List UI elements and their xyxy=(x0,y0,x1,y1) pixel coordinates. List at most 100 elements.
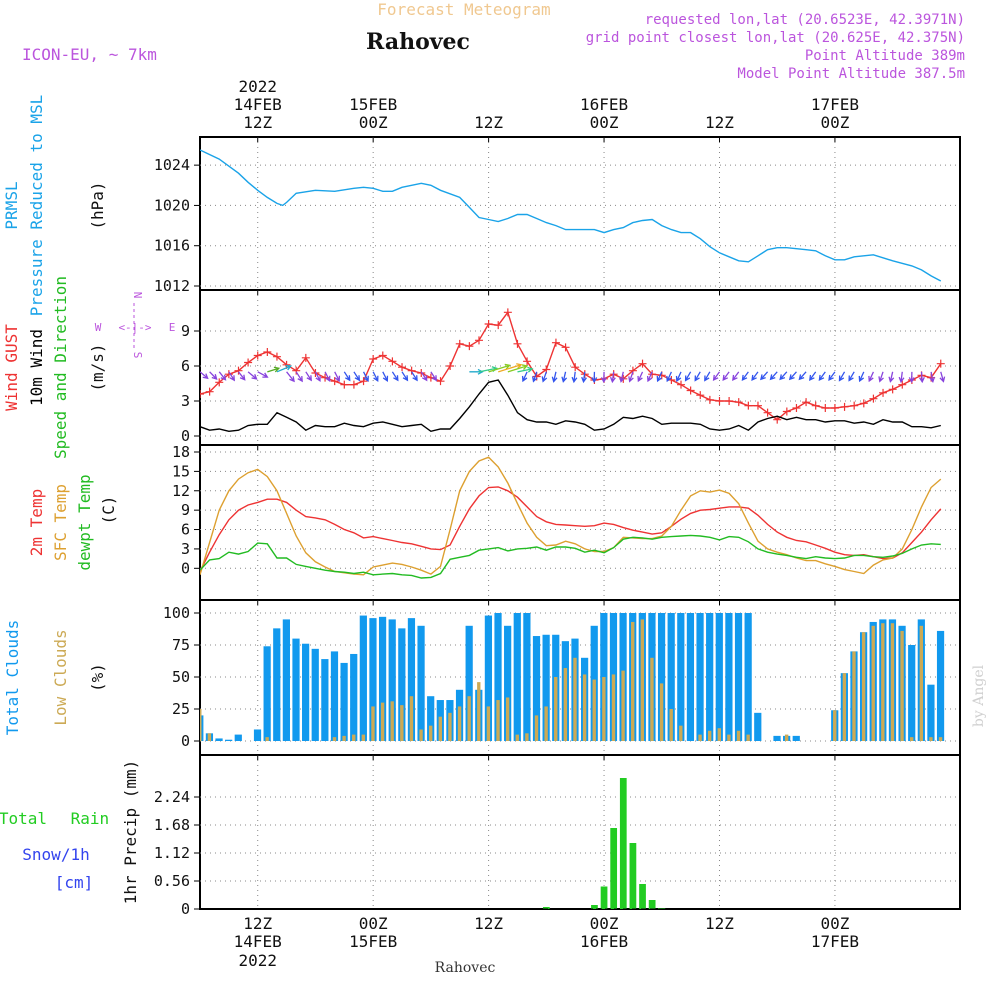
low-cloud-bar xyxy=(352,734,356,741)
total-cloud-bar xyxy=(311,648,319,741)
plot-area xyxy=(200,308,946,433)
y-tick-label: 18 xyxy=(172,443,190,461)
panel-5: 0 0.56 1.12 1.68 2.24 1hr Precip (mm) Total Ra… xyxy=(0,754,961,918)
y-tick-label: 0 xyxy=(181,427,190,445)
low-cloud-bar xyxy=(448,712,452,741)
total-cloud-bar xyxy=(321,659,329,741)
bottom-tick-hour: 00Z xyxy=(359,914,388,933)
wind-arrow xyxy=(656,371,663,383)
gust-marker xyxy=(763,408,772,417)
wind-arrow xyxy=(788,371,797,381)
gust-marker xyxy=(840,402,849,411)
wind-arrow xyxy=(939,371,946,383)
gust-marker xyxy=(821,404,830,412)
low-cloud-bar xyxy=(380,702,385,741)
total-cloud-bar xyxy=(273,628,281,741)
low-cloud-bar xyxy=(650,657,654,741)
gust-marker xyxy=(359,377,368,386)
total-cloud-bar xyxy=(513,613,521,741)
compass-w-label: W xyxy=(95,321,102,334)
wind-arrow xyxy=(609,371,616,384)
total-cloud-bar xyxy=(686,613,695,741)
gust-marker xyxy=(200,390,204,398)
total-cloud-bar xyxy=(369,618,377,741)
low-cloud-bar xyxy=(582,674,587,741)
wind-arrow xyxy=(228,371,235,382)
rain-bar xyxy=(629,843,637,909)
total-cloud-bar xyxy=(494,613,502,741)
rain-bar xyxy=(600,886,608,909)
panel-unit-label: (hPa) xyxy=(88,181,107,229)
wind-arrow xyxy=(675,371,682,383)
wind-arrow xyxy=(295,371,303,383)
gust-marker xyxy=(503,308,512,317)
low-cloud-bar xyxy=(467,696,471,741)
wind-arrow xyxy=(929,371,936,384)
panel-label: Pressure Reduced to MSL xyxy=(27,95,46,317)
panel-label: 2m Temp xyxy=(27,489,46,556)
low-cloud-bar xyxy=(621,670,625,741)
total-cloud-bar xyxy=(734,613,743,741)
wind-arrow xyxy=(838,371,846,382)
low-cloud-bar xyxy=(929,737,933,741)
wind-arrow xyxy=(420,371,428,382)
total-cloud-bar xyxy=(484,615,493,741)
total-cloud-bar xyxy=(725,613,733,741)
gust-marker xyxy=(513,339,522,348)
wind-arrow xyxy=(581,371,587,384)
point-altitude: Point Altitude 389m xyxy=(805,48,965,64)
panel-label: Low Clouds xyxy=(51,629,70,725)
wind-arrow xyxy=(600,371,607,384)
gust-marker xyxy=(898,380,907,389)
top-tick-date: 14FEB xyxy=(234,95,282,114)
wind-arrow xyxy=(531,371,538,383)
y-tick-label: 1024 xyxy=(154,156,190,174)
bottom-tick-hour: 00Z xyxy=(590,914,619,933)
y-tick-label: 1012 xyxy=(154,277,190,295)
total-cloud-bar xyxy=(359,615,367,741)
compass-arrow-label: <-|-> xyxy=(118,321,151,334)
low-cloud-bar xyxy=(390,701,394,741)
gust-marker xyxy=(215,378,224,387)
wind-arrow xyxy=(684,371,692,382)
wind-arrow xyxy=(498,363,523,373)
total-cloud-bar xyxy=(398,628,406,741)
gust-marker xyxy=(349,380,358,389)
gust-marker xyxy=(551,338,560,347)
total-cloud-bar xyxy=(292,638,300,741)
total-cloud-bar xyxy=(417,625,425,741)
wind-arrow xyxy=(848,371,855,382)
wind-arrow xyxy=(334,371,341,382)
panel-label: dewpt Temp xyxy=(75,474,94,570)
low-cloud-bar xyxy=(938,737,943,741)
wind-arrow xyxy=(314,371,321,382)
low-cloud-bar xyxy=(890,623,895,741)
wind-arrow xyxy=(722,371,730,382)
y-tick-label: 100 xyxy=(163,604,190,622)
low-cloud-bar xyxy=(900,630,904,741)
low-cloud-bar xyxy=(784,734,789,741)
total-cloud-bar xyxy=(754,712,762,741)
gust-marker xyxy=(205,387,214,396)
wind-arrow xyxy=(209,371,218,380)
rain-bar xyxy=(610,828,618,909)
grid-coords: grid point closest lon,lat (20.625E, 42.… xyxy=(586,30,965,46)
wind-arrow xyxy=(391,371,399,382)
low-cloud-bar xyxy=(736,730,741,741)
gust-marker xyxy=(224,370,233,379)
low-cloud-bar xyxy=(717,728,721,741)
snow-label: Snow/1h xyxy=(22,845,89,864)
low-cloud-bar xyxy=(727,734,731,741)
top-tick-hour: 12Z xyxy=(243,113,272,132)
low-cloud-bar xyxy=(852,651,856,741)
gust-marker xyxy=(638,359,647,368)
wind-arrow xyxy=(286,371,295,383)
y-tick-label: 0 xyxy=(181,732,190,750)
total-cloud-bar xyxy=(792,735,800,741)
total-cloud-bar xyxy=(253,729,262,741)
gust-marker xyxy=(388,357,397,366)
y-tick-label: 1020 xyxy=(154,196,190,214)
wind-arrow xyxy=(218,371,227,381)
wind-arrow xyxy=(382,371,389,382)
